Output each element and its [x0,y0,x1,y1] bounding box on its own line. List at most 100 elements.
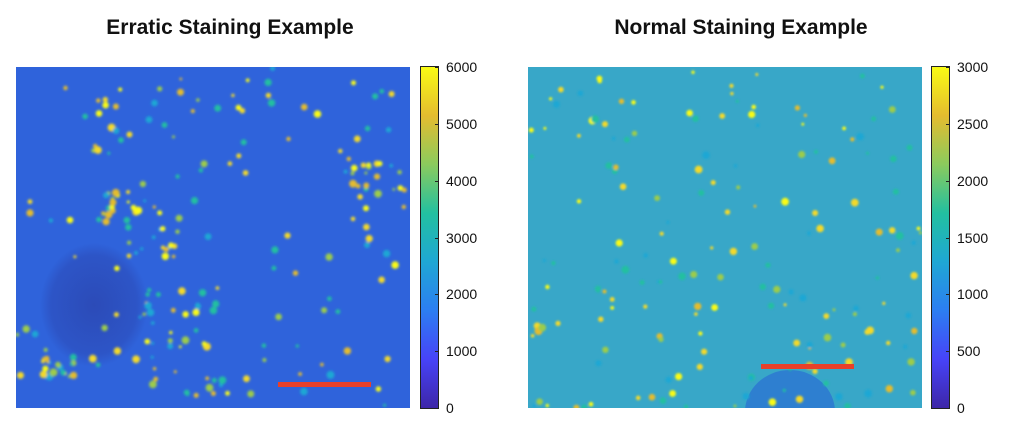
left-spot [169,330,173,335]
left-spot [43,347,48,352]
left-spot [118,137,124,143]
right-spot [806,231,812,236]
left-spot [384,355,391,363]
left-spot [350,171,355,176]
right-spot [911,327,918,335]
left-spot [145,292,150,297]
right-spot [690,271,698,278]
right-spot [619,183,627,190]
right-spot [694,312,698,316]
left-spot [171,254,176,259]
left-spot [353,135,361,143]
left-spot [209,306,218,315]
left-spot [112,103,119,110]
left-spot [168,242,174,249]
left-spot [377,160,383,167]
right-spot [654,195,660,202]
right-spot [823,380,829,387]
right-spot [910,389,916,396]
left-spot [41,359,45,364]
right-colorbar-tick-label: 3000 [957,59,989,75]
right-spot [658,280,663,284]
left-spot [392,188,396,191]
right-spot [678,272,686,281]
left-spot [63,85,68,91]
left-spot [379,89,385,94]
left-spot [49,368,58,377]
right-spot [916,226,921,231]
left-spot [167,343,174,350]
left-spot [178,287,186,295]
right-spot [788,289,794,295]
left-spot [66,216,74,224]
left-spot [55,361,61,368]
right-spot [806,341,813,348]
left-spot [239,107,246,114]
right-spot [748,110,756,119]
left-spot [364,242,370,248]
right-spot [669,257,677,265]
left-spot [355,183,361,189]
left-spot [235,104,242,111]
left-spot [126,131,133,138]
right-micrograph-svg [528,67,922,408]
left-spot [346,156,351,162]
right-colorbar-tickmark [946,351,950,352]
left-colorbar [420,66,439,409]
right-spot [610,306,615,310]
left-spot [357,194,363,200]
right-spot [602,121,608,128]
left-spot [270,67,276,71]
left-spot [227,161,233,166]
right-spot [531,306,537,312]
left-spot [153,376,159,382]
right-spot [765,262,771,268]
right-spot [736,185,741,190]
right-spot [666,220,670,224]
right-spot [602,289,607,294]
right-spot [692,115,699,122]
left-spot [243,375,250,383]
left-spot [200,160,208,168]
left-spot [134,206,143,215]
right-spot [698,331,703,336]
left-colorbar-tick-label: 6000 [446,59,478,75]
right-spot [729,83,734,88]
left-spot [335,309,341,314]
left-spot [151,321,155,325]
right-spot [702,151,710,159]
right-spot [812,210,819,216]
right-micrograph [528,67,922,408]
left-spot [139,180,146,188]
right-spot [602,346,609,353]
left-spot [95,362,101,368]
right-spot [856,132,864,141]
right-spot [648,393,656,401]
left-spot [179,77,183,81]
right-spot [871,116,877,122]
right-spot [621,265,630,274]
right-spot [605,162,613,169]
right-spot [615,239,623,247]
left-spot [103,192,110,199]
right-spot [903,344,908,349]
right-spot [886,340,891,346]
left-spot [198,289,207,297]
left-spot [163,246,169,253]
right-spot [889,227,896,234]
right-spot [710,246,714,250]
left-spot [27,199,33,205]
left-spot [275,313,282,321]
right-spot [781,197,789,206]
right-spot [794,105,800,111]
left-spot [102,101,109,109]
left-spot [69,353,77,361]
left-spot [96,98,101,103]
right-colorbar-tick-label: 2000 [957,173,989,189]
left-spot [16,332,20,337]
right-spot [751,243,758,250]
left-spot [264,78,272,86]
left-colorbar-tickmark [435,238,439,239]
right-spot [844,403,851,408]
left-spot [185,391,190,397]
